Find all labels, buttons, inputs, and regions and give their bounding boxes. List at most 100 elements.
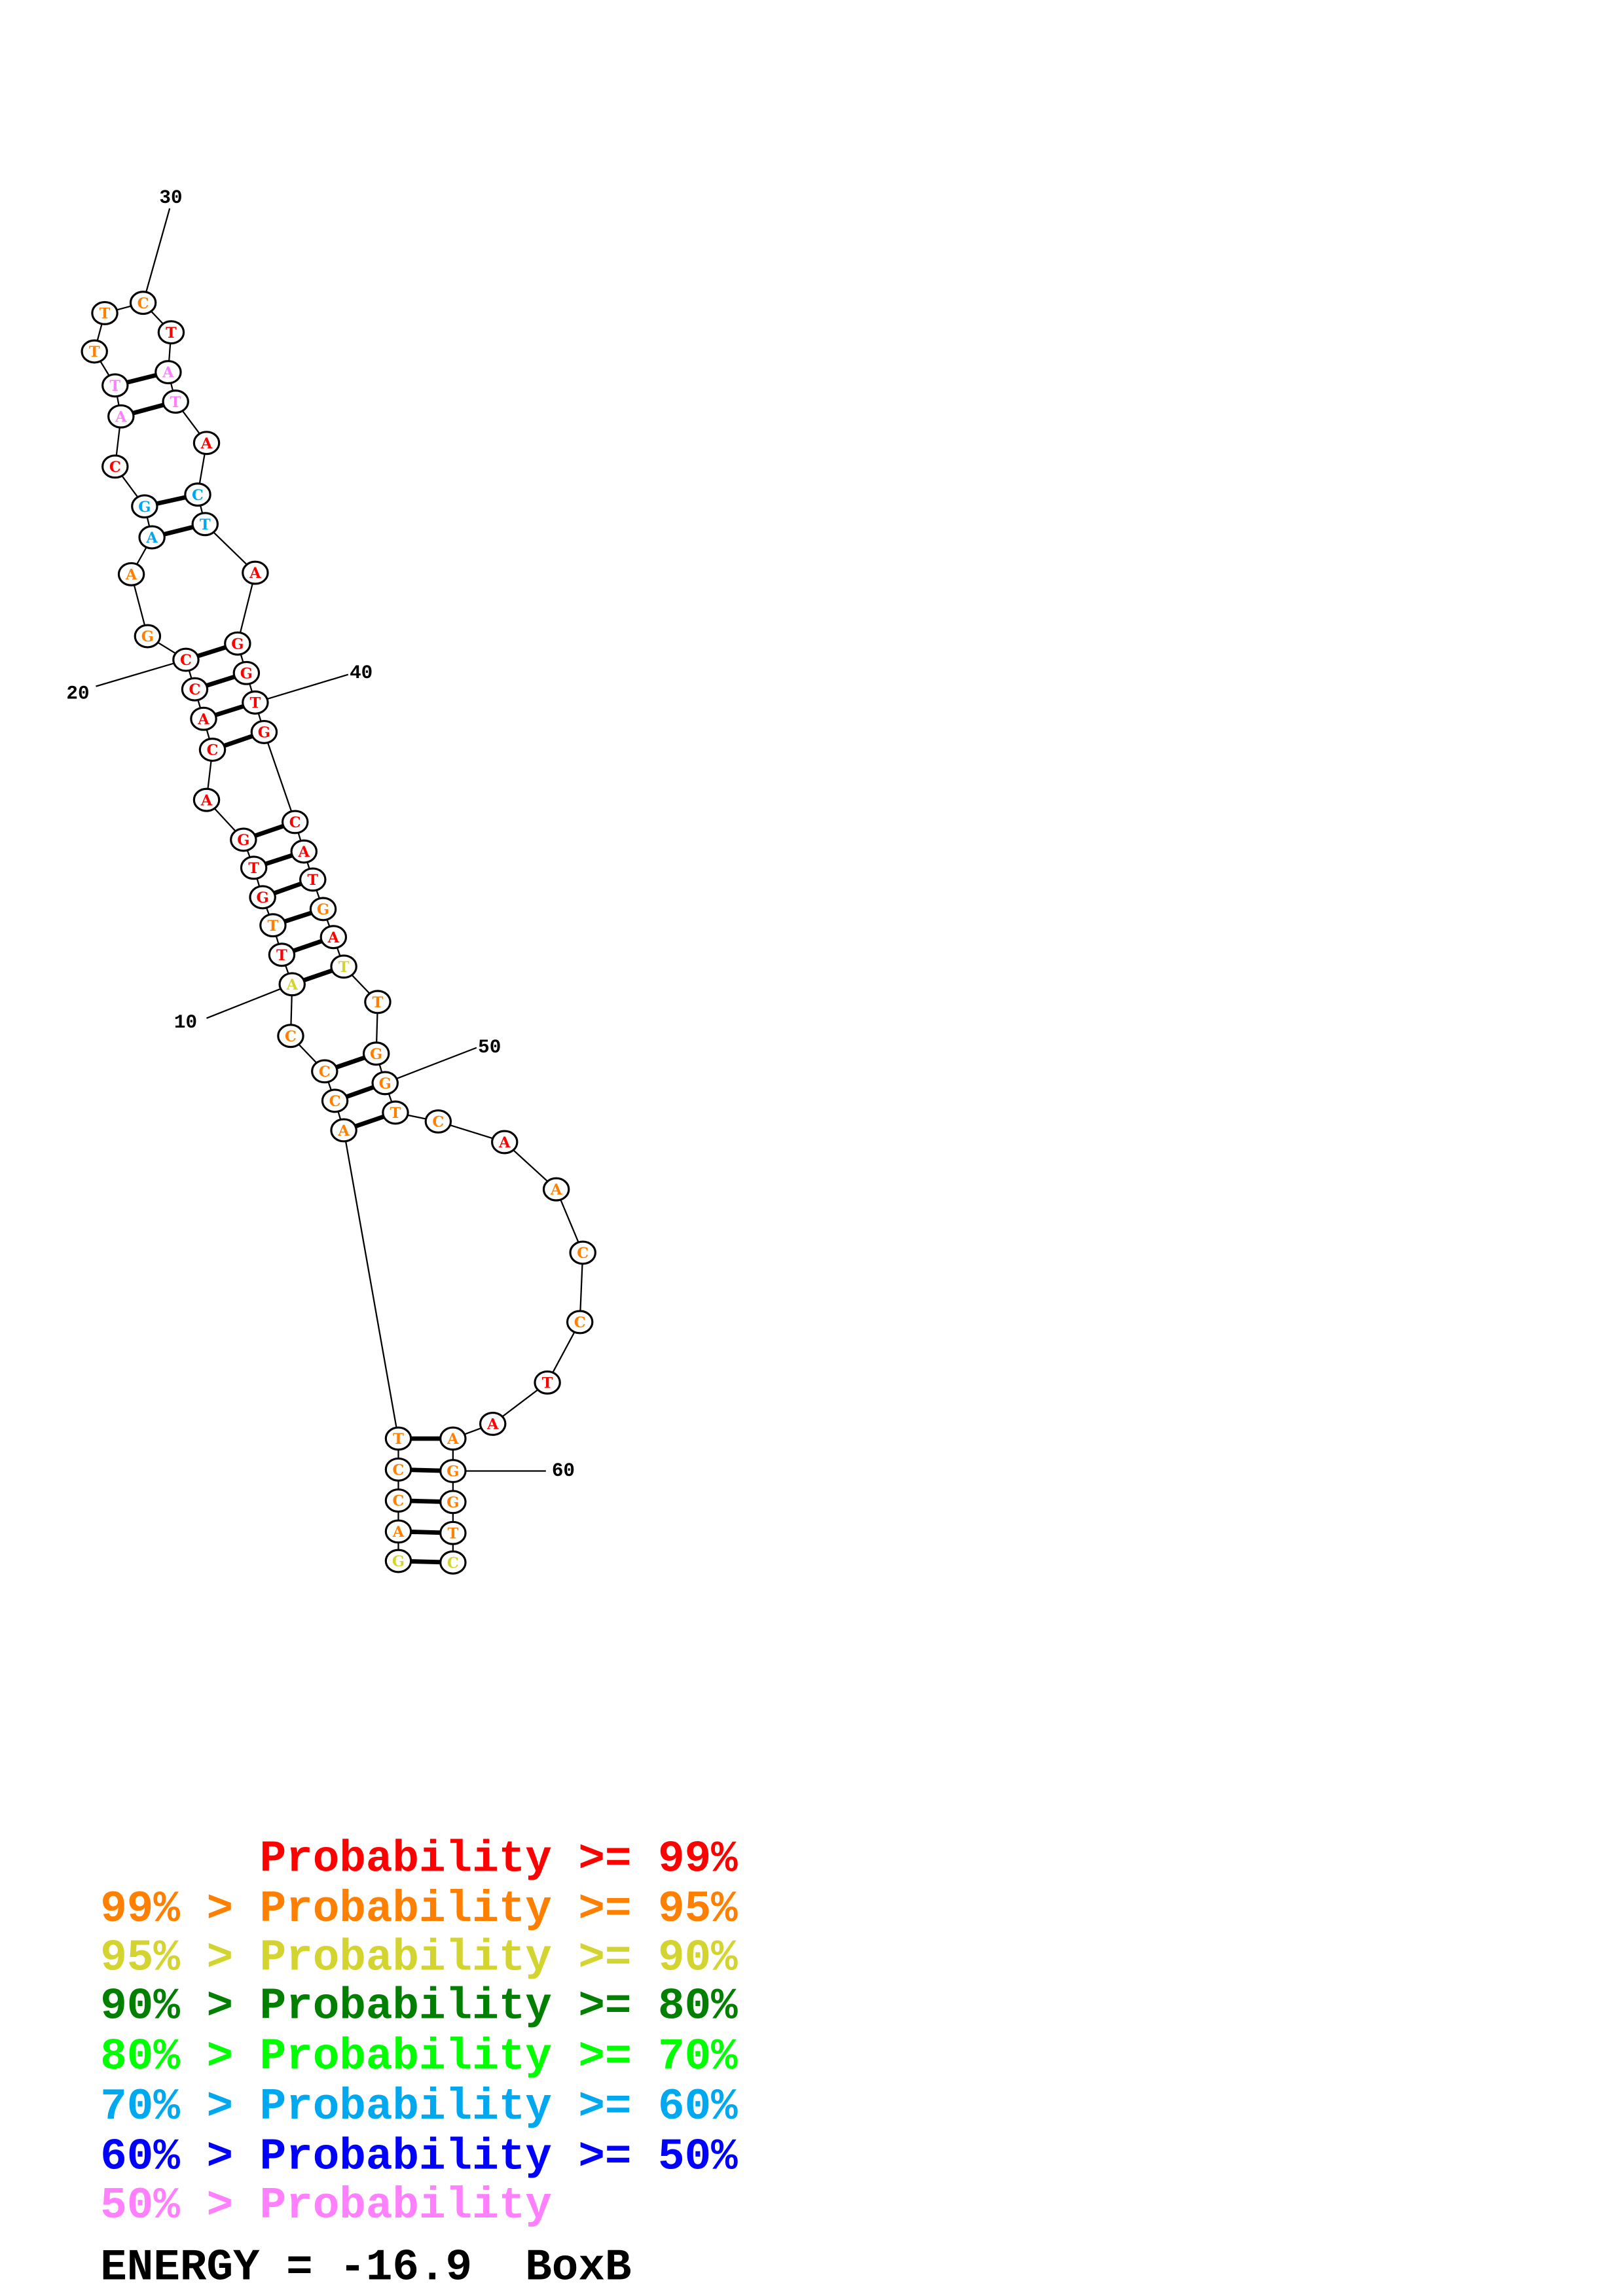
nucleotide: T (259, 913, 287, 938)
nucleotide-circle (101, 454, 129, 479)
nucleotide-letter: A (327, 929, 340, 946)
nucleotide-letter: C (180, 652, 192, 669)
nucleotide-circle (330, 1118, 357, 1143)
nucleotide-circle (439, 1459, 467, 1484)
nucleotide-circle (129, 291, 157, 315)
nucleotide-circle (91, 300, 119, 325)
nucleotide-circle (107, 404, 135, 429)
nucleotide-circle (439, 1550, 467, 1575)
nucleotide: C (384, 1488, 412, 1513)
nucleotide-circle (534, 1370, 561, 1395)
nucleotide-letter: A (162, 365, 174, 382)
nucleotide: A (107, 404, 135, 429)
nucleotide-circle (364, 990, 392, 1014)
nucleotide-circle (281, 810, 309, 834)
nucleotide-circle (268, 942, 296, 967)
position-label: 10 (174, 1012, 197, 1033)
energy-label: ENERGY = -16.9 BoxB (100, 2244, 631, 2293)
nucleotide-circle (191, 512, 219, 537)
backbone-segment (342, 1130, 399, 1439)
nucleotide: T (268, 942, 296, 967)
nucleotide: A (192, 787, 221, 812)
position-label: 50 (478, 1037, 501, 1058)
nucleotide-letter: G (447, 1463, 459, 1480)
nucleotide-circle (155, 360, 182, 385)
nucleotide: A (330, 1118, 357, 1143)
nucleotide-circle (131, 494, 158, 519)
nucleotide: A (117, 562, 145, 586)
nucleotide-circle (479, 1411, 507, 1436)
nucleotide: T (157, 320, 185, 345)
nucleotide-letter: A (550, 1181, 562, 1198)
nucleotide-circle (259, 913, 287, 938)
nucleotide-circle (278, 972, 306, 997)
nucleotide-letter: A (197, 711, 210, 728)
nucleotide-circle (439, 1490, 467, 1515)
nucleotide: T (382, 1100, 409, 1125)
nucleotide: T (534, 1370, 561, 1395)
nucleotide: G (134, 624, 162, 649)
nucleotide-letter: T (200, 516, 211, 533)
nucleotide-circle (134, 624, 162, 649)
nucleotide: G (249, 885, 276, 910)
nucleotide: C (424, 1109, 452, 1134)
nucleotide: A (384, 1519, 412, 1544)
nucleotide: T (330, 954, 357, 979)
position-labels: 10 20 30 40 50 60 (66, 187, 575, 1482)
nucleotide: C (566, 1310, 594, 1335)
nucleotides: GACCTACCCATTGTGACACCGAAGCATTTCTATACTAGGT… (81, 291, 596, 1575)
legend-entry: 70% > Probability >= 60% (100, 2083, 738, 2132)
nucleotide-letter: T (109, 378, 120, 395)
nucleotide-letter: C (189, 681, 201, 698)
nucleotide: A (190, 706, 217, 731)
nucleotide: T (299, 867, 327, 892)
nucleotide-letter: G (258, 725, 270, 742)
position-tick (142, 208, 171, 303)
nucleotide-letter: T (338, 959, 350, 976)
nucleotide: G (371, 1071, 399, 1096)
nucleotide-letter: G (231, 636, 244, 653)
nucleotide-circle (566, 1310, 594, 1335)
nucleotide-circle (240, 855, 268, 880)
nucleotide: T (101, 373, 129, 398)
nucleotide: C (277, 1024, 304, 1049)
nucleotide-circle (491, 1130, 519, 1155)
position-label: 30 (159, 187, 182, 209)
nucleotide-letter: G (392, 1553, 405, 1570)
nucleotide-letter: G (379, 1075, 392, 1092)
nucleotide-letter: T (248, 860, 259, 877)
nucleotide: A (319, 925, 348, 950)
nucleotide-letter: C (319, 1064, 331, 1081)
nucleotide-circle (424, 1109, 452, 1134)
nucleotide-circle (384, 1549, 412, 1573)
nucleotide-letter: A (447, 1431, 459, 1448)
legend-entry: 50% > Probability (100, 2181, 552, 2231)
nucleotide-letter: C (393, 1493, 405, 1510)
nucleotide: T (240, 855, 268, 880)
nucleotide: C (172, 647, 200, 672)
nucleotide: A (491, 1130, 519, 1155)
nucleotide-circle (290, 839, 318, 864)
nucleotide: C (321, 1088, 349, 1113)
nucleotide-circle (138, 525, 166, 550)
nucleotide: G (250, 719, 278, 744)
nucleotide-letter: C (574, 1314, 586, 1331)
nucleotide: A (155, 360, 182, 385)
position-tick (384, 1047, 477, 1084)
backbone-segment (263, 732, 296, 823)
nucleotide-letter: G (447, 1494, 459, 1511)
nucleotide-circle (384, 1457, 412, 1482)
nucleotide-circle (309, 897, 337, 922)
nucleotide-letter: A (115, 408, 127, 425)
nucleotide-letter: A (298, 844, 310, 861)
nucleotide: G (384, 1549, 412, 1573)
nucleotide-circle (250, 719, 278, 744)
nucleotide-letter: T (373, 994, 384, 1011)
nucleotide: T (81, 339, 108, 364)
nucleotide: G (439, 1490, 467, 1515)
position-label: 40 (350, 662, 373, 684)
nucleotide: T (242, 690, 269, 715)
nucleotide-circle (181, 677, 209, 702)
nucleotide-letter: G (138, 499, 151, 516)
